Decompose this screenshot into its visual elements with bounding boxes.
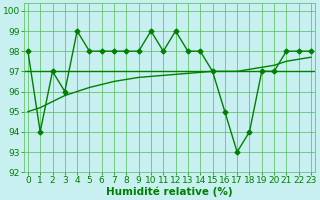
X-axis label: Humidité relative (%): Humidité relative (%) xyxy=(106,187,233,197)
